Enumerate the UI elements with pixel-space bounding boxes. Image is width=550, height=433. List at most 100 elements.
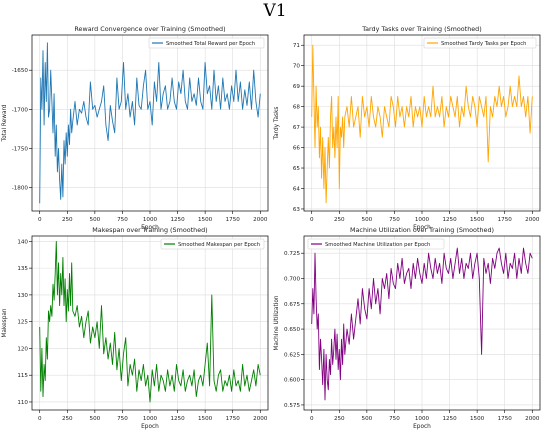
- x-tick-label: 250: [62, 416, 73, 422]
- chart-title: Machine Utilization over Training (Smoot…: [350, 226, 494, 234]
- x-tick-label: 1250: [170, 217, 185, 223]
- legend-label: Smoothed Machine Utilization per Epoch: [325, 242, 430, 248]
- y-tick-label: -1700: [12, 107, 29, 113]
- legend-label: Smoothed Makespan per Epoch: [178, 242, 260, 248]
- y-tick-label: -1800: [12, 186, 29, 192]
- x-tick-label: 1500: [198, 217, 213, 223]
- series-line: [39, 42, 261, 204]
- x-tick-label: 1750: [226, 217, 241, 223]
- legend: Smoothed Tardy Tasks per Epoch: [423, 37, 537, 49]
- legend-box: [160, 238, 265, 250]
- figure-title: V1: [263, 1, 287, 21]
- y-tick-label: 110: [17, 400, 28, 406]
- x-tick-label: 750: [389, 217, 400, 223]
- legend-label: Smoothed Tardy Tasks per Epoch: [441, 41, 526, 47]
- x-axis-label: Epoch: [413, 424, 431, 430]
- plot-frame: [303, 235, 541, 411]
- plot-frame: [31, 235, 269, 411]
- y-tick-label: 64: [293, 186, 301, 192]
- x-axis-label: Epoch: [413, 225, 431, 231]
- x-tick-label: 1500: [470, 217, 485, 223]
- legend-box: [307, 238, 445, 250]
- y-axis-label: Machine Utilization: [274, 295, 280, 350]
- legend: Smoothed Total Reward per Epoch: [148, 37, 265, 49]
- y-tick-label: 63: [293, 207, 301, 213]
- legend-box: [148, 37, 265, 49]
- x-tick-label: 750: [117, 416, 128, 422]
- y-tick-label: 0.700: [284, 276, 300, 282]
- x-tick-label: 250: [334, 416, 345, 422]
- y-tick-label: 66: [293, 146, 301, 152]
- x-tick-label: 2000: [253, 416, 268, 422]
- y-tick-label: 115: [17, 373, 28, 379]
- chart-title: Tardy Tasks over Training (Smoothed): [361, 25, 481, 33]
- y-tick-label: -1650: [12, 68, 29, 74]
- chart-panel-4: 0 250 500 750 1000 1250 1500 1750 2000 0.575 0.600…: [274, 226, 541, 430]
- y-tick-label: 0.725: [284, 251, 300, 257]
- x-tick-label: 1250: [442, 416, 457, 422]
- y-tick-label: 67: [293, 125, 301, 131]
- x-tick-label: 1500: [198, 416, 213, 422]
- chart-panel-2: 0 250 500 750 1000 1250 1500 1750 2000 63 64 65 66 67…: [274, 25, 541, 231]
- y-tick-label: 125: [17, 320, 28, 326]
- y-tick-label: 120: [17, 346, 28, 352]
- y-tick-label: 0.575: [284, 403, 300, 409]
- x-tick-label: 1000: [415, 416, 430, 422]
- legend-label: Smoothed Total Reward per Epoch: [166, 41, 255, 47]
- y-tick-label: 0.675: [284, 302, 300, 308]
- x-tick-label: 500: [362, 416, 373, 422]
- x-tick-label: 1000: [143, 416, 158, 422]
- chart-title: Makespan over Training (Smoothed): [92, 226, 207, 234]
- x-tick-label: 1750: [226, 416, 241, 422]
- y-axis-label: Total Reward: [2, 104, 8, 142]
- x-tick-label: 250: [334, 217, 345, 223]
- y-axis-label: Makespan: [2, 308, 8, 338]
- x-tick-label: 750: [389, 416, 400, 422]
- y-tick-label: 130: [17, 293, 28, 299]
- x-tick-label: 0: [310, 416, 314, 422]
- y-tick-label: 65: [293, 166, 301, 172]
- y-tick-label: 0.625: [284, 352, 300, 358]
- x-tick-label: 1250: [442, 217, 457, 223]
- y-axis-label: Tardy Tasks: [274, 107, 280, 141]
- x-axis-label: Epoch: [141, 424, 159, 430]
- x-axis-label: Epoch: [141, 225, 159, 231]
- x-tick-label: 1750: [498, 217, 513, 223]
- x-tick-label: 500: [90, 416, 101, 422]
- x-tick-label: 1500: [470, 416, 485, 422]
- y-tick-label: 71: [293, 43, 301, 49]
- x-tick-label: 750: [117, 217, 128, 223]
- x-tick-label: 2000: [525, 416, 540, 422]
- x-tick-label: 1250: [170, 416, 185, 422]
- plot-frame: [31, 34, 269, 212]
- x-tick-label: 0: [310, 217, 314, 223]
- chart-panel-1: 0 250 500 750 1000 1250 1500 1750 2000 -1800 -1750…: [2, 25, 269, 231]
- y-tick-label: 0.650: [284, 327, 300, 333]
- legend: Smoothed Machine Utilization per Epoch: [307, 238, 445, 250]
- y-tick-label: 140: [17, 239, 28, 245]
- x-tick-label: 500: [90, 217, 101, 223]
- y-tick-label: 0.600: [284, 378, 300, 384]
- x-tick-label: 1000: [143, 217, 158, 223]
- legend: Smoothed Makespan per Epoch: [160, 238, 265, 250]
- x-tick-label: 2000: [525, 217, 540, 223]
- y-tick-label: 70: [293, 64, 301, 70]
- series-line: [311, 247, 533, 401]
- chart-title: Reward Convergence over Training (Smooth…: [74, 25, 225, 33]
- x-tick-label: 250: [62, 217, 73, 223]
- y-tick-label: 69: [293, 84, 301, 90]
- x-tick-label: 1750: [498, 416, 513, 422]
- x-tick-label: 2000: [253, 217, 268, 223]
- x-tick-label: 0: [38, 416, 42, 422]
- y-tick-label: -1750: [12, 146, 29, 152]
- x-tick-label: 1000: [415, 217, 430, 223]
- legend-box: [423, 37, 537, 49]
- chart-panel-3: 0 250 500 750 1000 1250 1500 1750 2000 110 115 120 1…: [2, 226, 269, 430]
- x-tick-label: 0: [38, 217, 42, 223]
- x-tick-label: 500: [362, 217, 373, 223]
- y-tick-label: 135: [17, 266, 28, 272]
- plot-frame: [303, 34, 541, 212]
- series-line: [311, 44, 533, 204]
